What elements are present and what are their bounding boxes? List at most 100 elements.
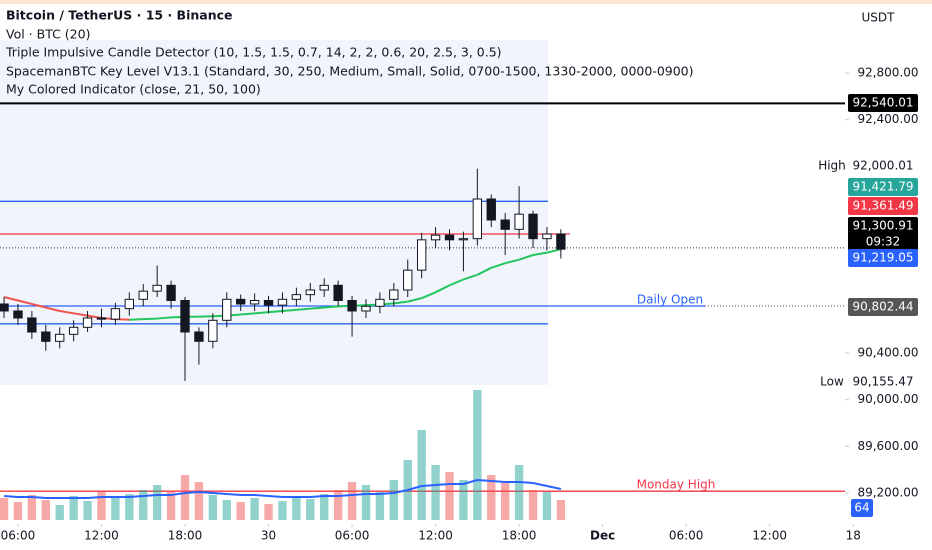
price-badge xyxy=(848,217,918,235)
candle-body xyxy=(486,198,496,221)
candle-body xyxy=(333,284,343,301)
candle-body xyxy=(542,233,552,240)
ma-segment xyxy=(282,308,297,312)
badge-tag: High xyxy=(818,159,846,173)
ma-segment xyxy=(268,309,283,314)
x-tick-label: 18:00 xyxy=(502,529,537,543)
indicator-legend: Vol · BTC (20) xyxy=(6,27,90,42)
price-badge xyxy=(848,298,918,316)
volume-bar xyxy=(417,430,426,520)
candle-body xyxy=(347,299,357,312)
candle-body xyxy=(27,317,37,333)
price-badge xyxy=(848,373,918,391)
ma-segment xyxy=(421,291,436,300)
volume-bar xyxy=(320,494,329,520)
x-tick-label: 12:00 xyxy=(418,529,453,543)
candle-body xyxy=(236,298,246,305)
candle-body xyxy=(500,219,510,230)
volume-bar xyxy=(528,490,538,520)
price-badge-label: 91,361.49 xyxy=(852,199,913,213)
countdown: 09:32 xyxy=(866,235,901,249)
ma-segment xyxy=(73,312,88,317)
candle-body xyxy=(305,289,315,296)
candle-body xyxy=(416,239,427,271)
ma-segment xyxy=(59,309,74,315)
x-tick-label: 30 xyxy=(261,529,276,543)
candle-body xyxy=(55,333,65,342)
badge-tag-bg xyxy=(815,373,848,391)
candle-body xyxy=(110,308,121,320)
price-badge-label: 91,300.91 xyxy=(852,219,913,233)
candle-body xyxy=(472,198,483,240)
volume-bar xyxy=(97,492,106,520)
price-badge-label: 92,000.01 xyxy=(852,159,913,173)
price-badge xyxy=(848,157,918,175)
candle-body xyxy=(528,213,538,240)
candle-body xyxy=(13,310,23,319)
candle-body xyxy=(444,234,455,241)
price-badge-label: 91,219.05 xyxy=(852,251,913,265)
top-stripe xyxy=(0,0,932,4)
volume-bar xyxy=(361,485,371,520)
ma-segment xyxy=(518,254,534,261)
x-tick-label: 06:00 xyxy=(335,529,370,543)
volume-bar xyxy=(264,504,273,520)
volume-bar xyxy=(125,494,134,520)
volume-bar xyxy=(542,492,552,520)
marks xyxy=(0,72,854,527)
volume-bar xyxy=(431,465,440,520)
volume-bar xyxy=(501,482,510,520)
volume-bar xyxy=(0,498,9,520)
x-tick-label: Dec xyxy=(590,529,615,543)
candle-body xyxy=(68,326,79,335)
price-badge xyxy=(851,499,873,517)
candle-body xyxy=(96,317,107,320)
ma-segment xyxy=(546,248,562,254)
ma-segment xyxy=(254,311,269,315)
level-label: Monday High xyxy=(637,478,716,492)
x-tick-label: 18 xyxy=(846,529,861,543)
volume-bar xyxy=(55,505,64,520)
ma-segment xyxy=(310,306,325,310)
volume-bar xyxy=(514,465,524,520)
volume-bar xyxy=(111,498,120,520)
volume-bar xyxy=(166,492,176,520)
candle-body xyxy=(375,298,385,307)
ma-segment xyxy=(296,307,311,311)
indicator-legend: SpacemanBTC Key Level V13.1 (Standard, 3… xyxy=(6,64,694,79)
candle-body xyxy=(180,299,190,333)
indicator-legend: My Colored Indicator (close, 21, 50, 100… xyxy=(6,82,261,97)
volume-bar xyxy=(292,496,301,520)
x-tick-label: 06:00 xyxy=(1,529,36,543)
candle-body xyxy=(319,284,329,291)
x-tick-label: 12:00 xyxy=(752,529,787,543)
ma-segment xyxy=(476,266,492,276)
ma-segment xyxy=(463,273,478,281)
candle-body xyxy=(263,299,274,306)
volume-bar xyxy=(27,495,37,520)
volume-bar xyxy=(41,500,50,520)
price-badge xyxy=(848,94,918,112)
ma-segment xyxy=(143,317,158,321)
level-label: Daily Open xyxy=(637,293,703,307)
candle-body xyxy=(124,298,135,310)
ma-segment xyxy=(129,318,144,321)
volume-bar xyxy=(250,498,259,520)
ma-segment xyxy=(407,297,422,303)
currency: USDT xyxy=(862,11,896,25)
volume-bar xyxy=(473,390,482,520)
volume-bar xyxy=(306,499,315,520)
candle-body xyxy=(556,233,566,250)
countdown-bg xyxy=(848,234,918,250)
candle-body xyxy=(430,234,441,241)
ma-segment xyxy=(17,299,33,305)
price-badge-label: 92,540.01 xyxy=(852,96,913,110)
y-tick-label: 89,600.00 xyxy=(857,439,918,453)
volume-bar xyxy=(278,501,287,520)
ma-segment xyxy=(31,303,47,309)
volume-bar xyxy=(13,502,23,520)
candle-body xyxy=(0,303,9,312)
volume-bar xyxy=(222,500,231,520)
x-tick-label: 12:00 xyxy=(84,529,119,543)
